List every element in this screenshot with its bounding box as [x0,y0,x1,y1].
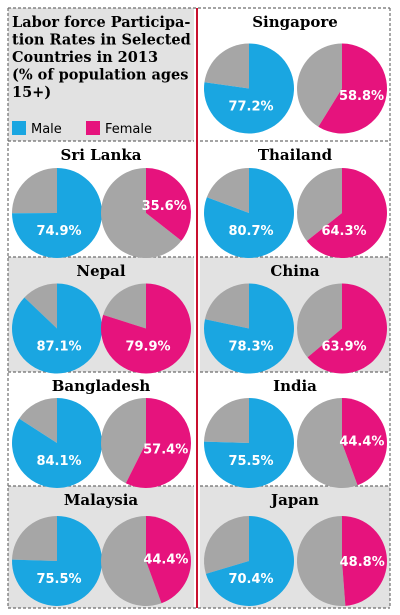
india-female-slice [342,398,387,486]
bangladesh-male-slice [12,398,103,488]
japan-female-label: 48.8% [340,555,385,570]
country-name-nepal: Nepal [76,262,125,280]
title-line: (% of population ages [12,67,188,84]
nepal-male-label: 87.1% [36,340,81,355]
china-male-remainder-slice [204,283,249,329]
china-male-label: 78.3% [228,340,273,355]
legend-swatch-female [86,121,100,135]
thailand-male-label: 80.7% [228,224,273,239]
malaysia-female-label: 44.4% [143,553,188,568]
china-male-slice [203,283,294,374]
country-name-india: India [273,377,317,395]
country-name-singapore: Singapore [252,13,338,31]
india-female-remainder-slice [296,398,358,488]
japan-female-slice [342,516,387,606]
title-line: tion Rates in Selected [12,32,191,49]
japan-male-slice [205,516,295,607]
nepal-female-remainder-slice [103,283,146,329]
malaysia-male-slice [11,516,102,606]
nepal-male-slice [11,283,102,374]
india-male-slice [203,398,294,489]
legend-swatch-male [12,121,26,135]
singapore-female-label: 58.8% [339,89,384,104]
title-panel [8,8,194,141]
sri-lanka-female-remainder-slice [100,168,182,258]
japan-male-remainder-slice [204,516,249,574]
country-name-thailand: Thailand [258,146,333,164]
malaysia-female-remainder-slice [100,516,162,607]
nepal-female-label: 79.9% [125,340,170,355]
bangladesh-female-slice [125,398,192,488]
bangladesh-female-label: 57.4% [143,443,188,458]
china-female-remainder-slice [297,283,342,358]
india-male-label: 75.5% [228,454,273,469]
country-name-bangladesh: Bangladesh [52,377,151,395]
nepal-male-remainder-slice [24,283,57,329]
sri-lanka-female-slice [146,168,191,241]
singapore-female-slice [318,43,388,134]
thailand-female-remainder-slice [296,168,342,242]
title-line: Countries in 2013 [12,49,158,66]
india-male-remainder-slice [204,398,249,443]
country-name-malaysia: Malaysia [64,491,139,509]
legend-label-female: Female [105,122,152,137]
sri-lanka-male-label: 74.9% [36,224,81,239]
malaysia-male-label: 75.5% [36,572,81,587]
india-female-label: 44.4% [339,435,384,450]
thailand-male-remainder-slice [206,168,249,213]
japan-female-remainder-slice [296,516,346,606]
singapore-female-remainder-slice [297,43,342,127]
malaysia-male-remainder-slice [12,516,57,561]
sri-lanka-female-label: 35.6% [142,199,187,214]
singapore-male-slice [204,43,295,134]
china-female-label: 63.9% [321,340,366,355]
singapore-male-label: 77.2% [228,100,273,115]
legend-label-male: Male [31,122,62,137]
country-name-sri-lanka: Sri Lanka [61,146,142,164]
japan-male-label: 70.4% [228,572,273,587]
malaysia-female-slice [146,516,191,604]
country-name-china: China [270,262,319,280]
sri-lanka-male-slice [12,168,102,258]
title-line: 15+) [12,84,51,101]
country-name-japan: Japan [269,491,319,509]
thailand-female-slice [306,168,387,259]
singapore-male-remainder-slice [204,43,249,89]
bangladesh-female-remainder-slice [101,398,146,484]
nepal-female-slice [101,283,192,374]
sri-lanka-male-remainder-slice [11,167,57,214]
thailand-male-slice [204,168,295,259]
china-female-slice [307,283,388,374]
bangladesh-male-label: 84.1% [36,454,81,469]
bangladesh-male-remainder-slice [19,398,57,443]
title-line: Labor force Participa- [12,14,190,31]
thailand-female-label: 64.3% [321,224,366,239]
